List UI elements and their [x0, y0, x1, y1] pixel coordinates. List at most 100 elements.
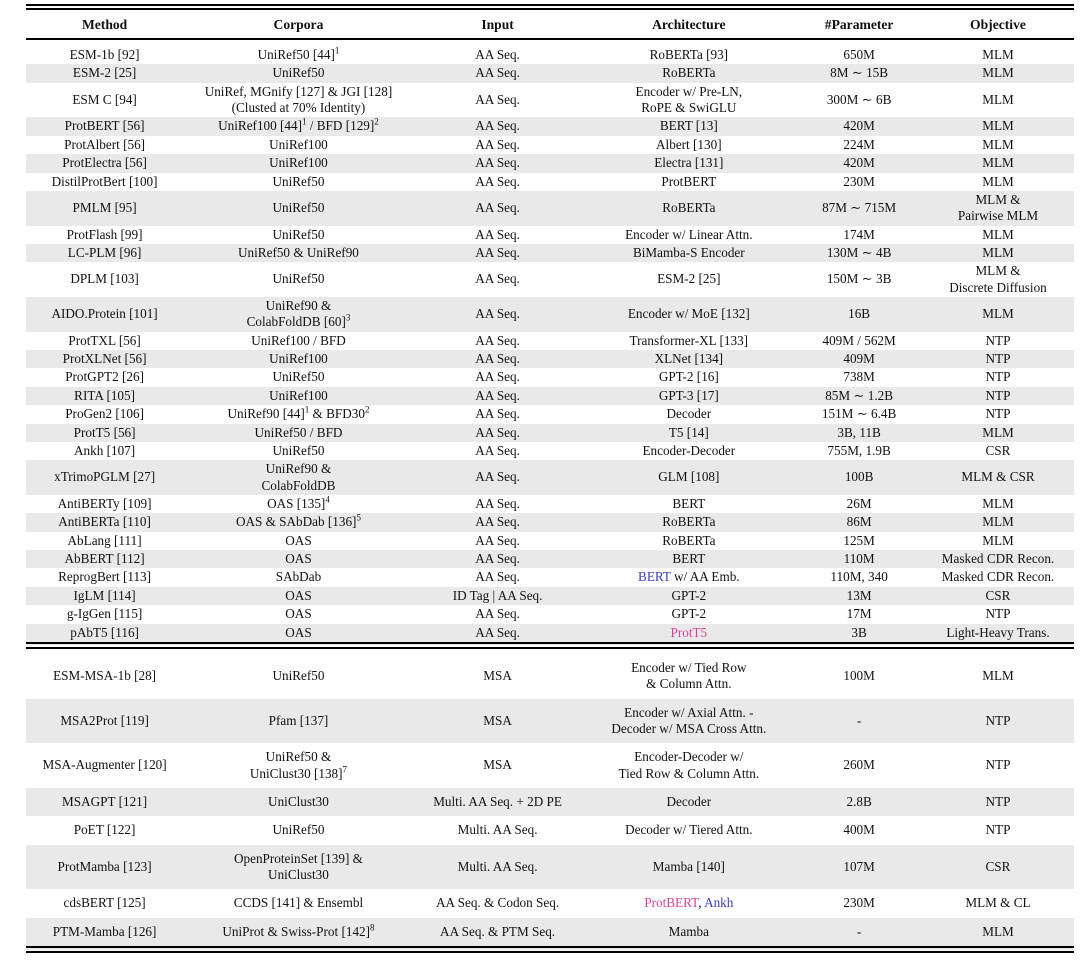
table-cell: MSA — [483, 668, 512, 684]
table-cell: 420M — [843, 118, 875, 134]
table-cell: ESM-1b [92] — [69, 47, 140, 62]
table-cell: UniRef50 [44]1 — [257, 45, 340, 62]
table-cell: 107M — [843, 858, 875, 874]
table-cell: MLM — [982, 118, 1014, 134]
table-cell: Electra [131] — [654, 155, 724, 171]
table-cell: RITA [105] — [74, 387, 136, 403]
table-cell: IgLM [114] — [73, 587, 136, 603]
table-cell: Mamba — [668, 923, 709, 939]
table-cell: UniRef50 / BFD — [254, 424, 343, 440]
table-cell: ESM C [94] — [72, 91, 137, 107]
table-cell: UniRef, MGnify [127] & JGI [128] (Cluste… — [204, 83, 393, 116]
table-cell: PoET [122] — [73, 822, 136, 838]
table-cell: 230M — [843, 895, 875, 911]
table-cell: ProtBERT — [661, 173, 717, 189]
table-cell: Decoder — [666, 406, 712, 422]
table-cell: GPT-2 — [671, 606, 707, 622]
table-cell: UniRef50 — [272, 65, 325, 81]
table-cell: - — [856, 923, 862, 939]
table-row: LC-PLM [96] UniRef50 & UniRef90 AA Seq. BiM… — [26, 243, 1074, 263]
table-cell: XLNet [134] — [654, 351, 724, 367]
table-cell: AA Seq. — [475, 91, 520, 107]
table-cell: CSR — [985, 442, 1011, 458]
table-cell: 16B — [848, 306, 871, 322]
table-cell: OAS & SAbDab [136]5 — [235, 512, 361, 530]
table-cell: UniRef50 & UniClust30 [138]7 — [249, 749, 348, 781]
table-cell: 3B, 11B — [837, 424, 881, 440]
table-cell: UniRef100 — [269, 155, 328, 171]
table-cell: 650M — [843, 47, 875, 62]
table-cell: ProtBERT, Ankh — [644, 895, 734, 911]
table-cell: Multi. AA Seq. — [457, 858, 538, 874]
table-row: RITA [105] UniRef100 AA Seq. GPT-3 [17] 85M … — [26, 386, 1074, 406]
table-cell: DPLM [103] — [70, 271, 139, 287]
table-cell: AA Seq. — [475, 271, 520, 287]
table-cell: Multi. AA Seq. — [457, 822, 538, 838]
table-row: MSAGPT [121] UniClust30 Multi. AA Seq. + 2… — [26, 788, 1074, 817]
table-row: ProtXLNet [56] UniRef100 AA Seq. XLNet [134… — [26, 350, 1074, 369]
table-cell: ProtXLNet [56] — [62, 351, 147, 367]
table-cell: AIDO.Protein [101] — [51, 306, 158, 322]
table-row: ESM-1b [92] UniRef50 [44]1 AA Seq. RoBERTa … — [26, 39, 1074, 64]
table-cell: 260M — [843, 757, 875, 773]
table-cell: AA Seq. — [475, 226, 520, 242]
table-cell: ProtGPT2 [26] — [65, 369, 144, 385]
table-cell: MLM — [982, 173, 1014, 189]
table-cell: AA Seq. — [475, 65, 520, 81]
table-row: AbLang [111] OAS AA Seq. RoBERTa 125M MLM — [26, 532, 1074, 550]
table-cell: AA Seq. — [475, 442, 520, 458]
table-row: IgLM [114] OAS ID Tag | AA Seq. GPT-2 13M CSR — [26, 586, 1074, 606]
table-row: MSA2Prot [119] Pfam [137] MSA Encoder w/ Ax… — [26, 698, 1074, 744]
table-cell: ProtTXL [56] — [68, 332, 141, 348]
table-row: ProtAlbert [56] UniRef100 AA Seq. Albert [1… — [26, 136, 1074, 154]
table-cell: ProtFlash [99] — [66, 226, 143, 242]
table-cell: Encoder-Decoder — [642, 442, 736, 458]
table-row: ESM-2 [25] UniRef50 AA Seq. RoBERTa 8M ∼ 15B… — [26, 64, 1074, 83]
table-cell: UniRef50 — [272, 271, 325, 287]
table-cell: UniRef100 / BFD — [251, 332, 346, 348]
table-cell: 87M ∼ 715M — [822, 200, 897, 216]
table-cell: Encoder-Decoder w/ Tied Row & Column Att… — [618, 749, 760, 781]
table-cell: 400M — [843, 822, 875, 838]
table-cell: 110M — [843, 551, 875, 567]
table-cell: ESM-2 [25] — [657, 271, 721, 287]
table-row: ProtTXL [56] UniRef100 / BFD AA Seq. Transf… — [26, 332, 1074, 350]
table-cell: MLM — [982, 532, 1014, 548]
table-cell: OAS — [285, 606, 312, 622]
table-cell: Ankh [107] — [74, 442, 136, 458]
table-row: ProtBERT [56] UniRef100 [44]1 / BFD [129]… — [26, 117, 1074, 136]
table-cell: ProtAlbert [56] — [64, 136, 146, 152]
table-row: cdsBERT [125] CCDS [141] & Ensembl AA Seq.… — [26, 889, 1074, 917]
table-cell: LC-PLM [96] — [67, 244, 142, 260]
table-row: ProtElectra [56] UniRef100 AA Seq. Electra … — [26, 154, 1074, 173]
table-cell: Pfam [137] — [268, 712, 329, 728]
table-row: AntiBERTy [109] OAS [135]4 AA Seq. BERT 26M M… — [26, 495, 1074, 513]
table-cell: UniRef90 & ColabFoldDB [60]3 — [246, 298, 351, 330]
table-row: PTM-Mamba [126] UniProt & Swiss-Prot [142… — [26, 917, 1074, 950]
table-cell: UniRef100 — [269, 136, 328, 152]
table-cell: MLM — [982, 91, 1014, 107]
table-cell: ID Tag | AA Seq. — [452, 587, 543, 603]
table-cell: Decoder w/ Tiered Attn. — [625, 822, 753, 838]
table-cell: g-IgGen [115] — [66, 606, 143, 622]
table-cell: MLM — [982, 226, 1014, 242]
table-cell: MSA — [483, 712, 512, 728]
table-cell: AA Seq. — [475, 551, 520, 567]
table-cell: MLM — [982, 495, 1014, 511]
table-cell: 125M — [843, 532, 875, 548]
table-row: ESM C [94] UniRef, MGnify [127] & JGI [12… — [26, 83, 1074, 118]
table-cell: ProtT5 [56] — [73, 424, 136, 440]
table-cell: UniRef50 — [272, 226, 325, 242]
table-row: ProGen2 [106] UniRef90 [44]1 & BFD302 AA S… — [26, 405, 1074, 423]
table-cell: 230M — [843, 173, 875, 189]
table-cell: UniRef50 — [272, 668, 325, 684]
table-cell: Encoder w/ Axial Attn. - Decoder w/ MSA … — [611, 704, 767, 736]
table-cell: 409M / 562M — [822, 332, 896, 348]
table-cell: BiMamba-S Encoder — [632, 244, 745, 260]
table-cell: NTP — [985, 822, 1011, 838]
table-cell: UniRef50 & UniRef90 — [238, 244, 359, 260]
table-cell: 300M ∼ 6B — [826, 91, 892, 107]
table-cell: NTP — [985, 387, 1011, 403]
column-header: #Parameter — [796, 7, 922, 40]
